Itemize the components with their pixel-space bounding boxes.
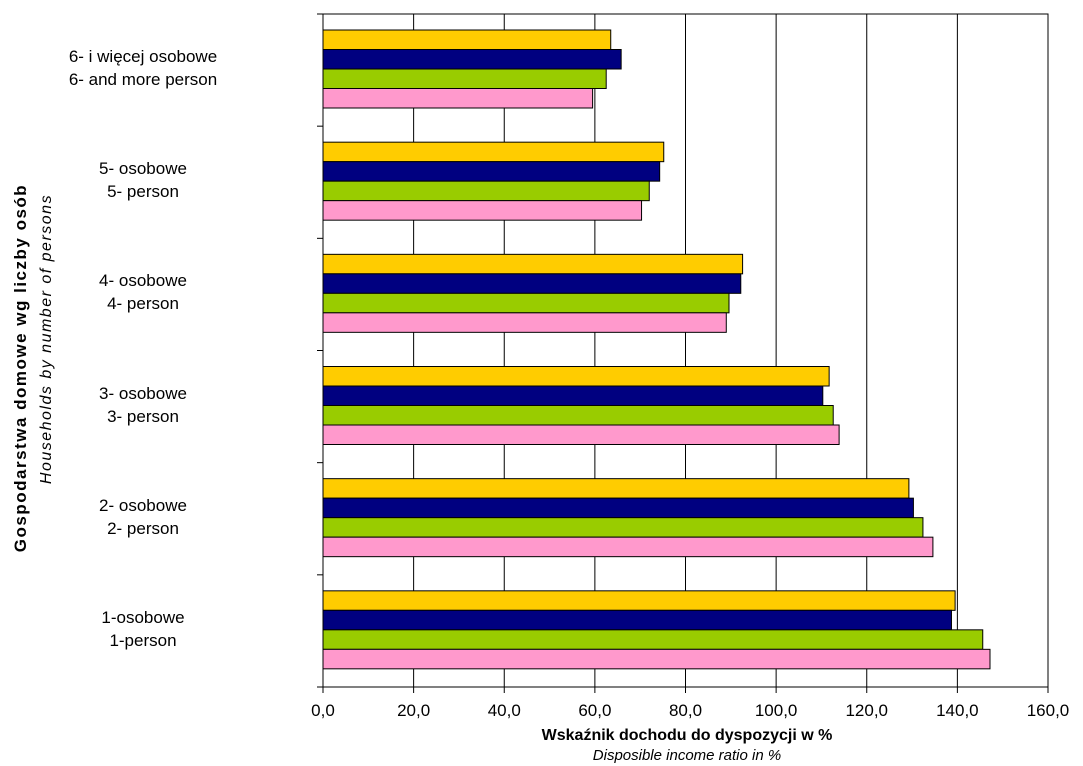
bar-3-2 (322, 180, 650, 202)
category-label-en: 6- and more person (68, 70, 218, 89)
x-tick-label: 0,0 (311, 701, 335, 720)
bar-2-2 (322, 161, 661, 182)
x-tick-label: 160,0 (1026, 701, 1070, 720)
category-label-en: 1-person (109, 630, 177, 650)
category-label-en: 3- person (107, 406, 179, 426)
bar-2-4 (322, 385, 824, 406)
bar-3-5 (322, 517, 924, 538)
bar-2-1 (322, 49, 622, 70)
bar-1-4 (322, 366, 830, 387)
x-axis-title-pl: Wskaźnik dochodu do dyspozycji w % (541, 727, 833, 744)
x-tick-label: 40,0 (487, 701, 521, 720)
category-label-en: 4- person (107, 294, 179, 314)
bar-2-6 (322, 609, 952, 631)
bar-4-5 (322, 536, 934, 558)
category-label: 1-osobowe 1-person (0, 606, 293, 652)
bar-4-2 (322, 200, 643, 221)
category-label-pl: 3- osobowe (99, 383, 187, 403)
x-tick-label: 140,0 (936, 701, 979, 720)
bar-3-3 (322, 292, 730, 314)
bar-3-6 (322, 629, 984, 650)
bar-3-1 (322, 68, 607, 89)
x-tick-label: 100,0 (754, 701, 798, 720)
x-axis-title-en: Disposible income ratio in % (592, 747, 782, 764)
category-label-pl: 6- i więcej osobowe (68, 47, 218, 66)
category-label: 5- osobowe 5- person (0, 157, 293, 203)
bar-1-2 (322, 141, 665, 163)
bar-1-5 (322, 478, 910, 499)
bar-4-3 (322, 312, 727, 333)
bar-3-4 (322, 405, 834, 426)
x-tick-label: 120,0 (845, 701, 889, 720)
x-tick-label: 20,0 (397, 701, 431, 720)
category-label: 4- osobowe 4- person (0, 269, 293, 315)
bar-1-1 (322, 29, 612, 50)
category-label-pl: 1-osobowe (101, 607, 185, 627)
bar-4-6 (322, 648, 991, 670)
bar-1-6 (322, 590, 956, 611)
category-label-pl: 4- osobowe (99, 271, 187, 291)
y-axis-title-pl: Gospodarstwa domowe wg liczby osób (11, 183, 30, 553)
bar-4-4 (322, 424, 840, 445)
category-label-en: 2- person (107, 518, 179, 538)
bar-4-1 (322, 88, 594, 109)
category-label: 6- i więcej osobowe 6- and more person (0, 45, 293, 91)
category-label-pl: 5- osobowe (99, 159, 187, 179)
category-label-en: 5- person (107, 182, 179, 202)
y-axis-title-en: Households by number of persons (38, 193, 55, 485)
category-label: 3- osobowe 3- person (0, 382, 293, 428)
bar-2-5 (322, 497, 914, 519)
bar-1-3 (322, 253, 744, 275)
category-label-pl: 2- osobowe (99, 495, 187, 515)
x-tick-label: 80,0 (668, 701, 703, 720)
category-label: 2- osobowe 2- person (0, 494, 293, 540)
x-tick-label: 60,0 (578, 701, 612, 720)
bar-2-3 (322, 273, 742, 294)
